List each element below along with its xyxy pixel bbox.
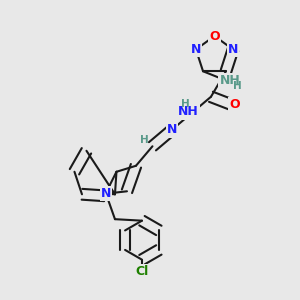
Text: N: N [191, 43, 201, 56]
Text: H: H [181, 99, 190, 109]
Text: NH: NH [220, 74, 240, 87]
Text: N: N [101, 187, 111, 200]
Text: O: O [209, 29, 220, 43]
Text: N: N [228, 43, 238, 56]
Text: H: H [233, 81, 242, 91]
Text: H: H [140, 135, 148, 145]
Text: N: N [167, 123, 177, 136]
Text: Cl: Cl [135, 265, 148, 278]
Text: O: O [230, 98, 240, 111]
Text: NH: NH [178, 105, 199, 118]
